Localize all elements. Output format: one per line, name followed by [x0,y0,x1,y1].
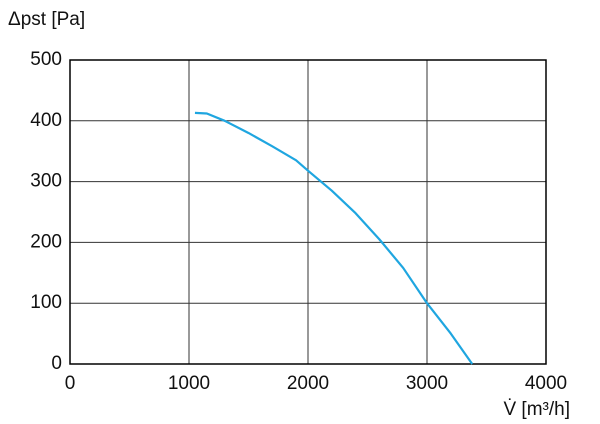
x-tick-label: 2000 [287,373,329,394]
y-tick-label: 300 [30,171,62,192]
x-axis-label: V̇ [m³/h] [503,399,570,420]
y-axis-label: Δpst [Pa] [8,9,85,30]
x-tick-label: 3000 [406,373,448,394]
y-tick-label: 200 [30,231,62,252]
y-tick-label: 500 [30,49,62,70]
x-tick-label: 4000 [525,373,567,394]
plot-frame [69,59,547,365]
x-tick-label: 0 [65,373,76,394]
y-tick-label: 0 [51,353,62,374]
y-tick-label: 400 [30,110,62,131]
curve [194,111,474,365]
y-tick-label: 100 [30,292,62,313]
x-tick-label: 1000 [168,373,210,394]
